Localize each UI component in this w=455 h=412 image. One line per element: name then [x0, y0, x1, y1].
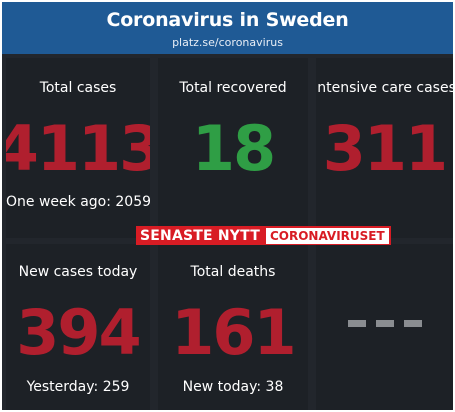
tile-subtext: One week ago: 2059: [6, 194, 150, 210]
total-cases-value: 4113: [6, 112, 150, 185]
tile-label: Total cases: [39, 80, 117, 96]
dash: [375, 320, 394, 327]
dashboard-header: Coronavirus in Sweden platz.se/coronavir…: [2, 2, 453, 54]
tile-label: Total deaths: [190, 264, 276, 280]
banner-label: SENASTE NYTT: [140, 227, 260, 244]
dash: [347, 320, 366, 327]
tile-label: New cases today: [18, 264, 138, 280]
tile-total-cases: Total cases 4113 One week ago: 2059: [6, 58, 150, 238]
icu-cases-value: 311: [322, 112, 448, 185]
dash: [403, 320, 422, 327]
tile-total-recovered: Total recovered 18: [158, 58, 308, 238]
news-banner[interactable]: SENASTE NYTT CORONAVIRUSET: [136, 226, 391, 245]
tile-subtext: New today: 38: [182, 379, 284, 395]
tile-new-cases-today: New cases today 394 Yesterday: 259: [6, 244, 150, 410]
placeholder-dashes: [316, 320, 453, 327]
dashboard-title: Coronavirus in Sweden: [106, 9, 349, 31]
total-recovered-value: 18: [191, 112, 276, 185]
tile-label: Intensive care cases: [316, 80, 453, 96]
tile-total-deaths: Total deaths 161 New today: 38: [158, 244, 308, 410]
tile-intensive-care: Intensive care cases 311: [316, 58, 453, 238]
tile-label: Total recovered: [179, 80, 287, 96]
banner-tag: CORONAVIRUSET: [265, 227, 389, 244]
source-url[interactable]: platz.se/coronavirus: [172, 36, 283, 49]
tile-subtext: Yesterday: 259: [26, 379, 130, 395]
new-cases-today-value: 394: [16, 296, 141, 369]
tile-empty: [316, 244, 453, 410]
total-deaths-value: 161: [171, 296, 296, 369]
